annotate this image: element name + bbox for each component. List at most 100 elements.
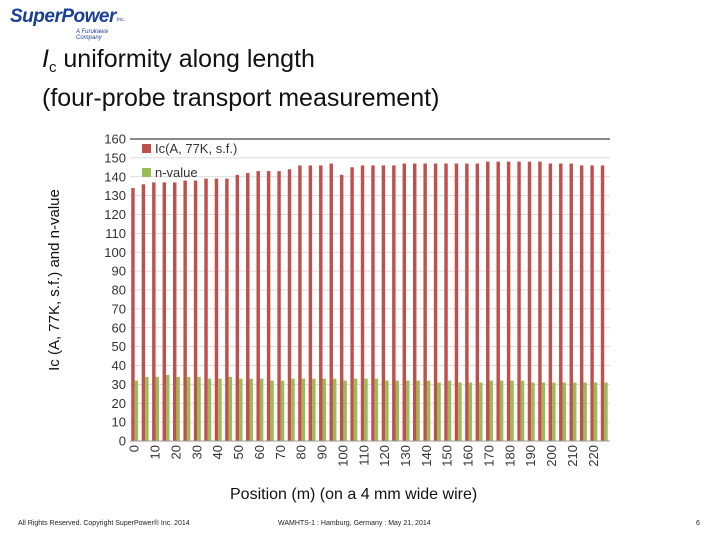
ic-bar xyxy=(496,161,500,441)
n-value-bar xyxy=(207,378,212,441)
y-tick-label: 70 xyxy=(112,301,126,316)
footer-event: WAMHTS-1 : Hamburg, Germany : May 21, 20… xyxy=(278,520,431,527)
ic-bar xyxy=(193,180,198,441)
n-value-bar xyxy=(249,378,253,441)
n-value-bar xyxy=(395,380,400,441)
legend-label-n-value: n-value xyxy=(155,165,198,180)
ic-bar xyxy=(423,163,427,441)
title-subscript: c xyxy=(48,59,57,76)
ic-bar xyxy=(433,163,438,441)
n-value-bar xyxy=(385,380,389,441)
x-tick-label: 120 xyxy=(377,445,392,467)
ic-bar xyxy=(548,163,553,441)
ic-bar xyxy=(381,165,386,442)
ic-bar xyxy=(183,180,187,441)
ic-bar xyxy=(141,184,146,442)
legend-swatch-n-value xyxy=(142,168,151,177)
n-value-bar xyxy=(572,382,577,441)
n-value-bar xyxy=(416,380,420,441)
ic-bar xyxy=(454,163,459,441)
x-tick-label: 0 xyxy=(127,445,142,452)
n-value-bar xyxy=(218,378,222,441)
ic-bar xyxy=(329,163,333,441)
x-tick-label: 100 xyxy=(335,445,350,467)
x-axis-label: Position (m) (on a 4 mm wide wire) xyxy=(230,486,478,503)
y-tick-label: 140 xyxy=(104,169,126,184)
logo-subtitle: A Furukawa Company xyxy=(76,29,108,41)
n-value-bar xyxy=(364,378,368,441)
n-value-bar xyxy=(510,380,514,441)
ic-bar xyxy=(465,163,469,441)
ic-bar xyxy=(559,163,563,441)
ic-bar xyxy=(600,165,605,442)
n-value-bar xyxy=(239,378,243,441)
n-value-bar xyxy=(499,380,504,441)
x-tick-label: 80 xyxy=(294,445,309,459)
ic-bar xyxy=(569,163,573,441)
n-value-bar xyxy=(353,378,358,441)
ic-bar xyxy=(538,161,542,441)
n-value-bar xyxy=(343,380,347,441)
ic-bar xyxy=(266,171,271,441)
n-value-bar xyxy=(604,382,608,441)
ic-bar xyxy=(444,163,448,441)
n-value-bar xyxy=(520,380,525,441)
n-value-bar xyxy=(458,382,462,441)
superpower-logo: SuperPower Inc. A Furukawa Company xyxy=(10,6,130,41)
ic-bar xyxy=(172,182,177,441)
ic-bar xyxy=(204,178,208,441)
ic-bar xyxy=(277,171,281,441)
ic-bar xyxy=(590,165,594,442)
ic-bar xyxy=(162,182,166,441)
ic-bar xyxy=(579,165,584,442)
ic-bar xyxy=(152,182,156,441)
ic-bar xyxy=(412,163,417,441)
n-value-bar xyxy=(332,378,337,441)
n-value-bar xyxy=(134,380,139,441)
n-value-bar xyxy=(176,376,180,441)
x-tick-label: 160 xyxy=(461,445,476,467)
ic-bar xyxy=(214,178,219,441)
footer-copyright: All Rights Reserved. Copyright SuperPowe… xyxy=(18,520,190,527)
ic-bar xyxy=(475,163,480,441)
n-value-bar xyxy=(406,380,410,441)
slide-title: Ic uniformity along length (four-probe t… xyxy=(42,44,439,113)
ic-bar xyxy=(486,161,490,441)
n-value-bar xyxy=(583,382,587,441)
x-tick-label: 50 xyxy=(231,445,246,459)
y-tick-label: 130 xyxy=(104,188,126,203)
ic-bar xyxy=(402,163,406,441)
ic-bar xyxy=(506,161,511,441)
ic-bar xyxy=(360,165,365,442)
ic-bar xyxy=(287,169,292,441)
x-tick-label: 70 xyxy=(273,445,288,459)
n-value-bar xyxy=(322,378,326,441)
n-value-bar xyxy=(531,382,535,441)
y-tick-label: 60 xyxy=(112,320,126,335)
n-value-bar xyxy=(593,382,598,441)
n-value-bar xyxy=(228,376,233,441)
ic-bar xyxy=(371,165,375,442)
x-tick-label: 40 xyxy=(210,445,225,459)
y-axis-label: Ic (A, 77K, s.f.) and n-value xyxy=(46,189,63,371)
x-tick-label: 140 xyxy=(419,445,434,467)
ic-bar xyxy=(392,165,396,442)
y-tick-label: 20 xyxy=(112,396,126,411)
x-tick-label: 20 xyxy=(168,445,183,459)
y-tick-label: 80 xyxy=(112,283,126,298)
n-value-bar xyxy=(312,378,316,441)
x-tick-label: 180 xyxy=(502,445,517,467)
title-line-2: (four-probe transport measurement) xyxy=(42,84,440,112)
n-value-bar xyxy=(197,376,201,441)
n-value-bar xyxy=(489,380,493,441)
title-line-1: Ic uniformity along length xyxy=(42,44,439,83)
x-tick-label: 200 xyxy=(544,445,559,467)
x-tick-label: 150 xyxy=(440,445,455,467)
n-value-bar xyxy=(166,374,170,441)
x-tick-label: 210 xyxy=(565,445,580,467)
logo-wordmark: SuperPower xyxy=(10,6,116,27)
x-tick-label: 90 xyxy=(315,445,330,459)
y-tick-label: 90 xyxy=(112,264,126,279)
n-value-bar xyxy=(155,376,160,441)
y-tick-label: 120 xyxy=(104,207,126,222)
